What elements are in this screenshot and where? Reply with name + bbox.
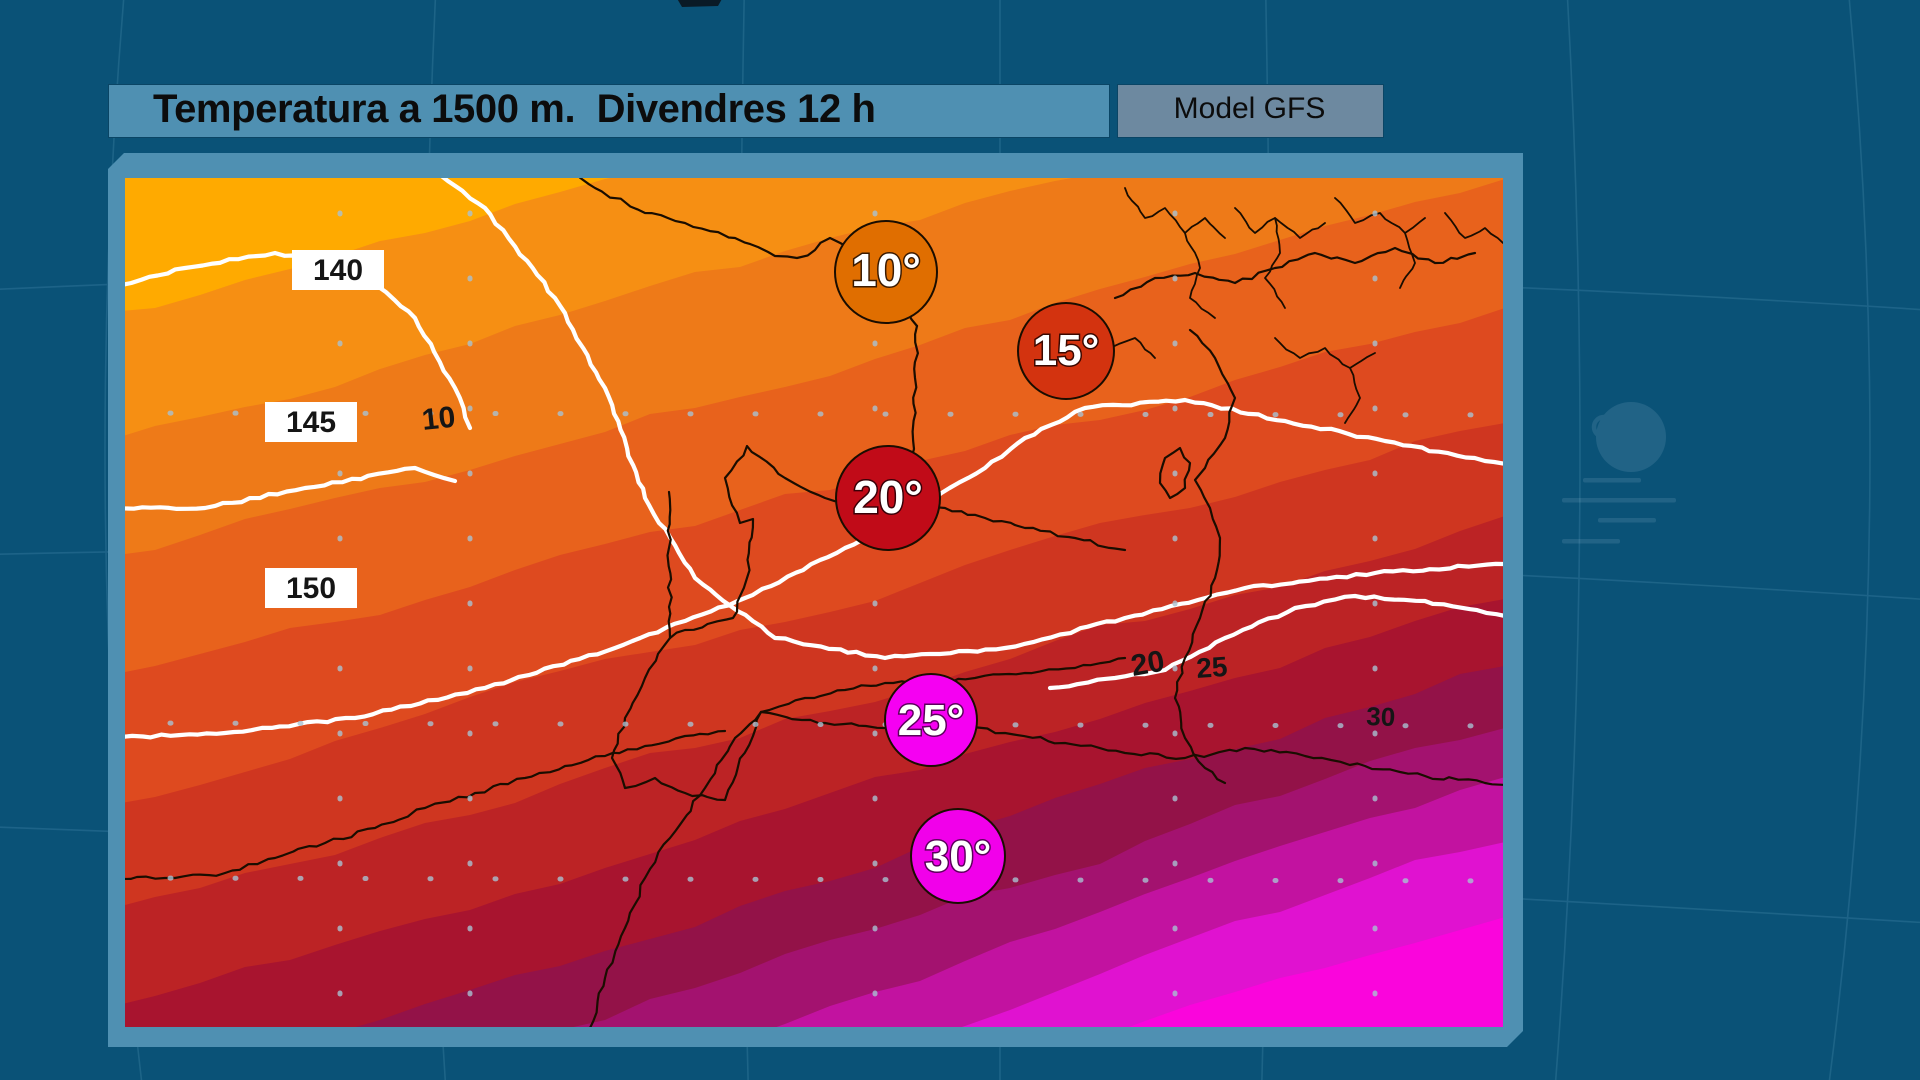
svg-text:30: 30 bbox=[1366, 701, 1396, 732]
svg-text:20°: 20° bbox=[853, 471, 923, 523]
svg-text:20: 20 bbox=[1128, 645, 1167, 683]
svg-text:25: 25 bbox=[1195, 651, 1228, 684]
svg-text:150: 150 bbox=[286, 572, 336, 605]
svg-text:140: 140 bbox=[313, 254, 363, 287]
svg-text:30°: 30° bbox=[925, 832, 992, 881]
svg-text:10: 10 bbox=[420, 401, 457, 437]
svg-text:145: 145 bbox=[286, 406, 336, 439]
svg-text:25°: 25° bbox=[898, 696, 965, 745]
svg-text:10°: 10° bbox=[851, 244, 921, 296]
svg-text:15°: 15° bbox=[1033, 326, 1100, 375]
